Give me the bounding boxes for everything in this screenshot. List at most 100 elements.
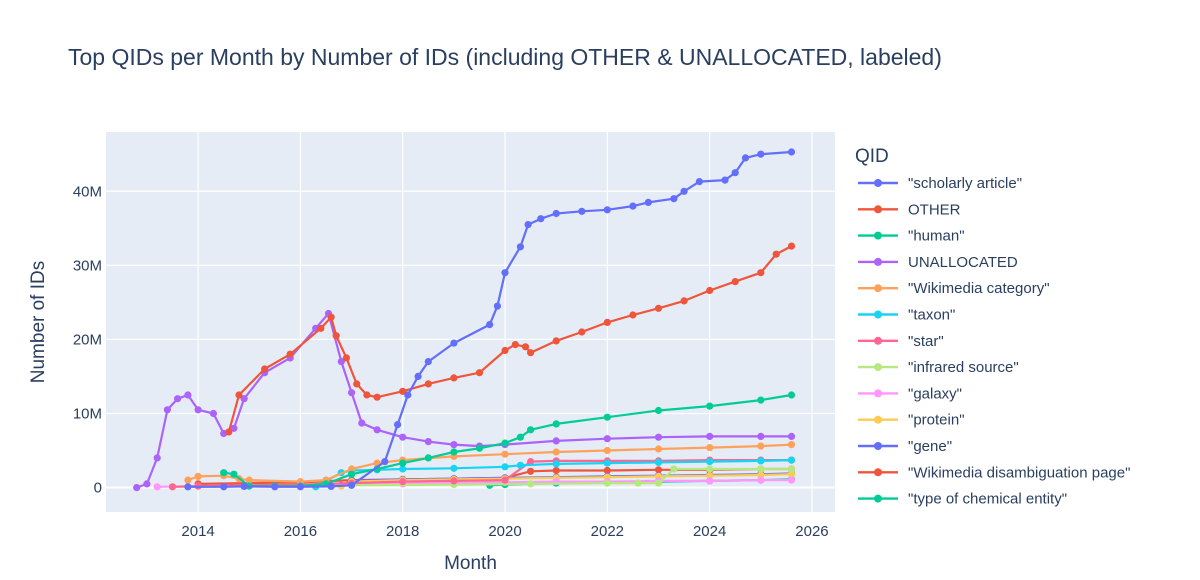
data-point [552, 209, 560, 218]
legend-label: "Wikimedia category" [908, 280, 1050, 297]
data-point [527, 349, 535, 357]
data-point [741, 154, 750, 162]
data-point [706, 402, 714, 410]
legend-swatch-marker [874, 389, 882, 398]
legend-swatch-marker [874, 205, 882, 214]
legend-item[interactable]: "galaxy" [858, 385, 962, 402]
data-point [578, 328, 586, 336]
data-point [757, 457, 765, 465]
data-point [174, 395, 182, 403]
data-point [654, 458, 663, 466]
data-point [424, 380, 432, 388]
data-point [603, 413, 611, 421]
legend-item[interactable]: "infrared source" [858, 359, 1019, 376]
data-point [450, 448, 458, 456]
data-point [475, 369, 484, 377]
data-point [501, 450, 509, 458]
data-point [373, 393, 381, 401]
legend-label: "star" [908, 333, 944, 350]
data-point [787, 391, 796, 399]
data-point [772, 250, 780, 258]
legend-item[interactable]: "gene" [858, 438, 952, 455]
data-point [353, 380, 361, 388]
legend-item[interactable]: UNALLOCATED [858, 254, 1018, 271]
data-point [153, 454, 161, 462]
legend-label: "infrared source" [908, 359, 1019, 376]
data-point [501, 439, 509, 447]
data-point [757, 269, 765, 277]
x-tick-label: 2018 [386, 523, 419, 540]
legend-item[interactable]: "human" [858, 228, 965, 245]
data-point [348, 481, 356, 489]
x-tick-label: 2026 [795, 523, 828, 540]
data-point [414, 372, 422, 380]
legend-item[interactable]: "star" [858, 333, 944, 350]
data-point [337, 358, 345, 366]
series-layer [133, 148, 796, 492]
data-point [399, 387, 407, 395]
x-tick-label: 2014 [181, 523, 214, 540]
data-point [240, 395, 248, 403]
data-point [358, 419, 366, 427]
legend-item[interactable]: "taxon" [858, 307, 955, 324]
data-point [706, 286, 714, 295]
data-point [757, 465, 765, 473]
data-point [654, 445, 663, 453]
data-point [695, 178, 704, 186]
data-point [757, 442, 765, 450]
data-point [527, 426, 535, 434]
data-point [721, 176, 729, 184]
data-point [501, 476, 509, 484]
data-point [634, 479, 642, 487]
data-point [757, 471, 765, 479]
legend-item[interactable]: "protein" [858, 412, 965, 429]
data-point [296, 483, 304, 491]
legend-item[interactable]: "scholarly article" [858, 175, 1022, 192]
data-point [424, 454, 432, 462]
data-point [245, 476, 253, 484]
data-point [235, 391, 243, 399]
legend-label: "type of chemical entity" [908, 491, 1067, 508]
legend-swatch-marker [874, 363, 882, 372]
data-point [552, 448, 560, 456]
data-point [552, 437, 560, 445]
legend-label: "Wikimedia disambiguation page" [908, 464, 1130, 481]
data-point [399, 459, 407, 467]
legend-label: "scholarly article" [908, 175, 1022, 192]
data-point [143, 480, 151, 488]
data-point [629, 202, 637, 210]
data-point [516, 243, 525, 251]
data-point [578, 207, 586, 215]
data-point [399, 433, 407, 441]
data-point [348, 389, 356, 397]
data-point [537, 215, 545, 223]
data-point [184, 483, 192, 491]
legend-item[interactable]: OTHER [858, 201, 961, 218]
data-point [327, 482, 335, 490]
series-1 [225, 242, 796, 436]
data-point [670, 465, 678, 473]
y-tick-label: 20M [73, 331, 102, 348]
data-point [240, 482, 248, 490]
data-point [654, 433, 663, 441]
data-point [787, 465, 796, 473]
x-axis-ticks: 2014 2016 2018 2020 2022 2024 2026 [181, 523, 828, 540]
data-point [524, 221, 532, 229]
legend-item[interactable]: "Wikimedia disambiguation page" [858, 464, 1130, 481]
data-point [706, 477, 714, 485]
data-point [450, 477, 458, 485]
data-point [327, 313, 335, 321]
y-axis-ticks: 0 10M 20M 30M 40M [73, 183, 102, 496]
data-point [706, 465, 714, 473]
data-point [184, 391, 192, 399]
legend-item[interactable]: "type of chemical entity" [858, 491, 1067, 508]
data-point [394, 421, 402, 429]
data-point [424, 358, 432, 366]
data-point [501, 346, 509, 355]
legend-item[interactable]: "Wikimedia category" [858, 280, 1050, 297]
y-axis-label: Number of IDs [28, 261, 49, 383]
data-point [787, 470, 796, 478]
data-point [603, 459, 611, 467]
data-point [184, 476, 192, 484]
